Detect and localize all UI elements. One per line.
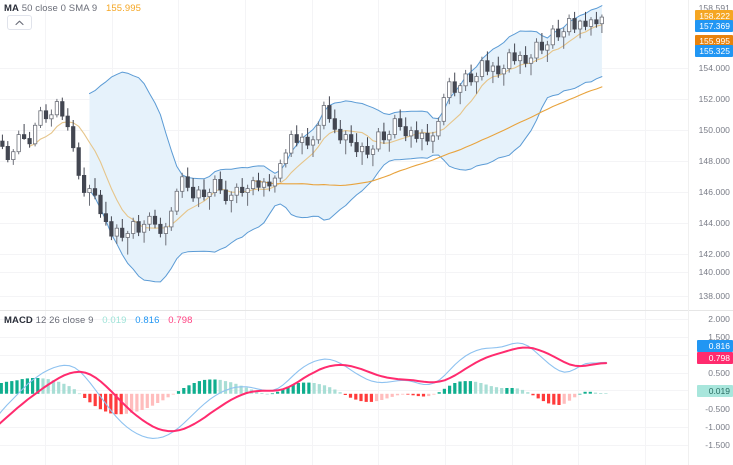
macd-legend-hist-value: 0.019: [102, 315, 127, 326]
price-legend-params: 50 close 0 SMA 9: [21, 3, 98, 14]
macd-axis[interactable]: 2.000 1.500 0.500 -0.500 -1.000 -1.500 0.816 0.…: [688, 311, 733, 465]
macd-axis-label: 2.000: [708, 314, 730, 324]
price-axis-label: 144.000: [698, 218, 730, 228]
macd-legend-name: MACD: [4, 315, 33, 326]
macd-legend[interactable]: MACD 12 26 close 9 0.019 0.816 0.798: [4, 315, 193, 326]
price-axis-badge[interactable]: 155.325: [695, 45, 733, 57]
price-axis[interactable]: 158.591 154.000 152.000 150.000 148.000 146.0…: [688, 0, 733, 310]
collapse-pane-button[interactable]: [7, 15, 32, 30]
price-axis-label: 150.000: [698, 125, 730, 135]
macd-axis-badge[interactable]: 0.798: [697, 352, 733, 364]
price-axis-label: 142.000: [698, 249, 730, 259]
price-axis-label: 152.000: [698, 94, 730, 104]
macd-legend-signal-value: 0.798: [168, 315, 193, 326]
chevron-up-icon: [15, 20, 24, 26]
price-legend-name: MA: [4, 3, 19, 14]
macd-pane[interactable]: [0, 311, 688, 465]
axis-separator: [688, 0, 689, 465]
price-axis-badge[interactable]: 158.222: [695, 10, 733, 22]
macd-axis-label: -0.500: [705, 404, 730, 414]
price-axis-label: 140.000: [698, 267, 730, 277]
price-axis-label: 154.000: [698, 63, 730, 73]
macd-axis-label: -1.000: [705, 422, 730, 432]
price-legend-value: 155.995: [106, 3, 142, 14]
price-axis-label: 146.000: [698, 187, 730, 197]
macd-axis-label: 1.500: [708, 332, 730, 342]
price-plot[interactable]: [0, 0, 688, 310]
macd-axis-badge[interactable]: 0.019: [697, 385, 733, 397]
price-axis-badge[interactable]: 157.369: [695, 20, 733, 32]
price-axis-label: 148.000: [698, 156, 730, 166]
price-axis-badge[interactable]: 155.995: [695, 35, 733, 47]
macd-axis-label: 0.500: [708, 368, 730, 378]
price-axis-label: 158.591: [698, 3, 730, 13]
macd-axis-label: -1.500: [705, 440, 730, 450]
macd-legend-params: 12 26 close 9: [35, 315, 94, 326]
macd-axis-badge[interactable]: 0.816: [697, 340, 733, 352]
price-pane[interactable]: [0, 0, 688, 310]
macd-legend-macd-value: 0.816: [135, 315, 160, 326]
macd-plot[interactable]: [0, 311, 688, 465]
price-legend[interactable]: MA 50 close 0 SMA 9 155.995: [4, 3, 141, 14]
price-axis-label: 138.000: [698, 291, 730, 301]
pane-separator: [0, 310, 733, 311]
